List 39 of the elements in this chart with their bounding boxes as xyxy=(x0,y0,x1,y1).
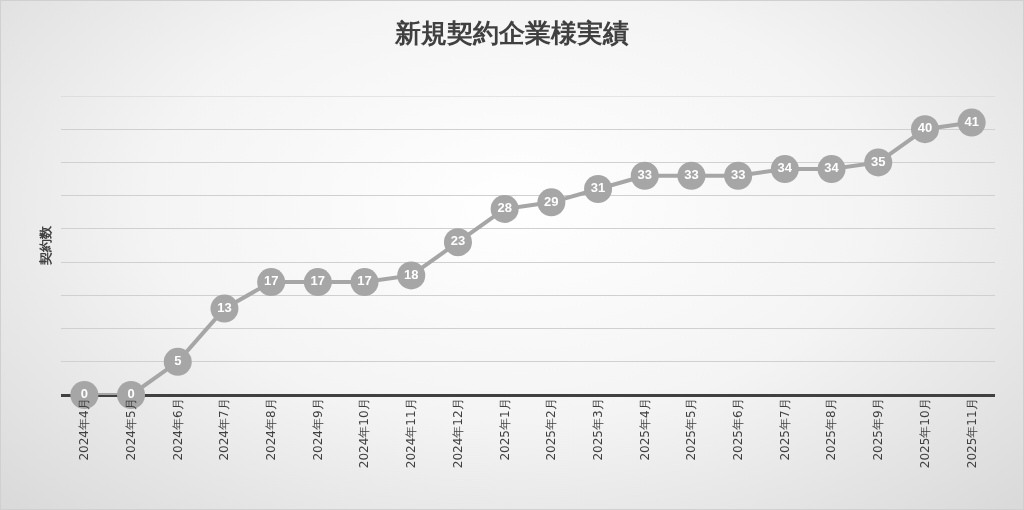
data-label: 41 xyxy=(964,113,979,129)
data-label: 17 xyxy=(310,273,326,289)
x-tick-label: 2025年4月 xyxy=(637,398,652,461)
data-label: 33 xyxy=(684,166,699,182)
data-label: 18 xyxy=(404,266,419,282)
x-tick-label: 2025年11月 xyxy=(964,398,979,469)
x-tick-label: 2024年7月 xyxy=(217,398,232,461)
data-label: 33 xyxy=(730,166,746,182)
x-tick-label: 2024年6月 xyxy=(170,398,185,461)
data-label: 35 xyxy=(871,153,886,169)
x-tick-label: 2025年5月 xyxy=(684,398,699,461)
data-label: 13 xyxy=(217,299,232,315)
x-tick-label: 2024年11月 xyxy=(404,398,419,469)
x-tick-label: 2025年8月 xyxy=(824,398,839,461)
x-tick-label: 2025年6月 xyxy=(731,398,746,461)
x-tick-label: 2025年1月 xyxy=(497,398,512,461)
x-tick-label: 2024年9月 xyxy=(310,398,325,461)
y-axis-title: 契約数 xyxy=(37,225,53,266)
data-label: 29 xyxy=(544,193,559,209)
data-label: 34 xyxy=(824,160,840,176)
data-label: 17 xyxy=(357,273,372,289)
data-label: 5 xyxy=(174,353,182,369)
data-label: 34 xyxy=(777,160,793,176)
chart-title: 新規契約企業様実績 xyxy=(394,18,629,49)
point xyxy=(163,347,192,376)
data-label: 40 xyxy=(917,120,933,136)
x-tick-label: 2025年10月 xyxy=(917,398,932,469)
data-label: 33 xyxy=(637,166,652,182)
x-tick-label: 2024年12月 xyxy=(450,398,465,469)
x-tick-label: 2024年10月 xyxy=(357,398,372,469)
x-tick-label: 2024年8月 xyxy=(264,398,279,461)
x-tick-label: 2025年7月 xyxy=(777,398,792,461)
data-label: 23 xyxy=(450,233,466,249)
data-label: 31 xyxy=(590,180,606,196)
data-label: 17 xyxy=(263,273,279,289)
x-tick-label: 2025年9月 xyxy=(871,398,886,461)
data-label: 28 xyxy=(497,200,512,216)
x-tick-label: 2025年2月 xyxy=(544,398,559,461)
x-tick-label: 2025年3月 xyxy=(590,398,605,461)
